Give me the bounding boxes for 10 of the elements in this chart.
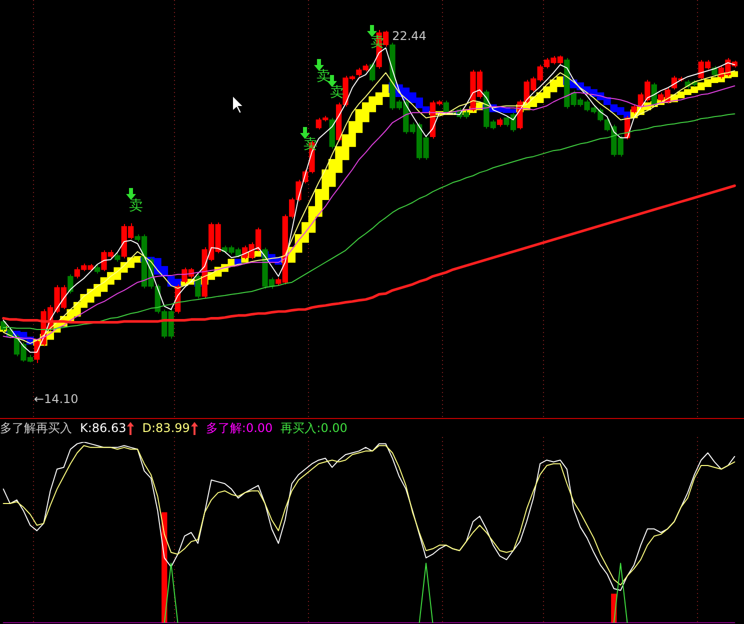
annotation: 卖 — [128, 198, 143, 214]
text: ←14.10 — [34, 392, 78, 406]
annotation: 卖 — [316, 68, 331, 84]
text: 多了解:0.00 — [206, 420, 273, 436]
series-label: D:83.99 — [142, 420, 191, 436]
text: 再买入:0.00 — [280, 420, 348, 436]
annotation: 卖 — [370, 34, 384, 50]
chart-title: 多了解再买入 — [0, 420, 72, 436]
annotation: 22.44 — [392, 29, 426, 44]
series-label: K:86.63 — [80, 420, 128, 436]
